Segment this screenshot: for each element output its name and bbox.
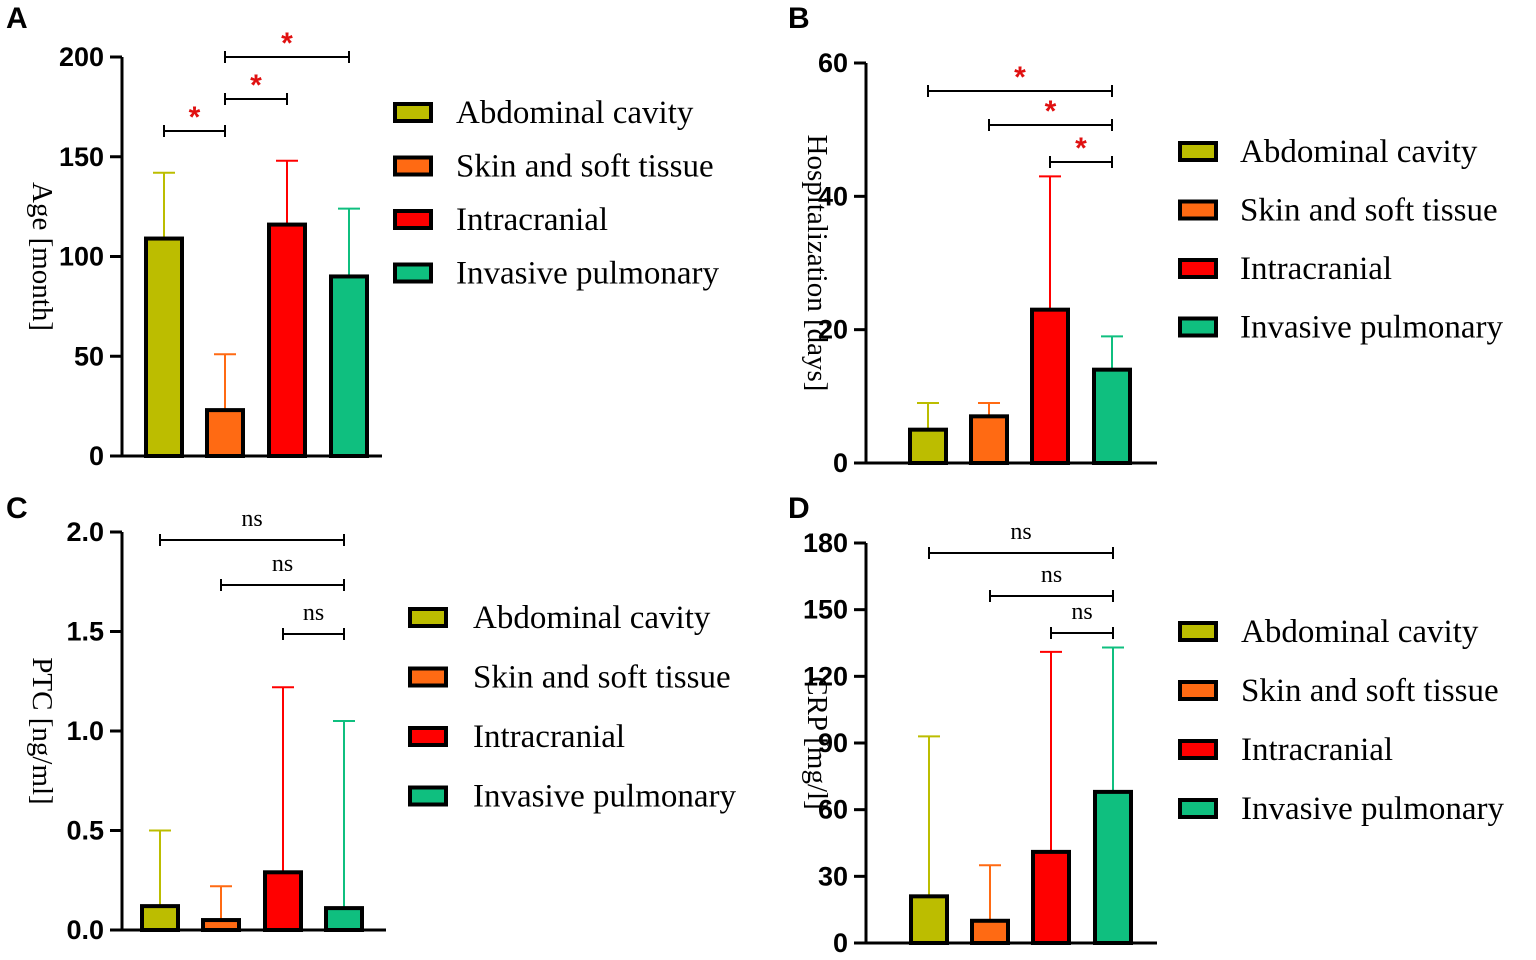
y-tick-label: 150 xyxy=(59,142,104,172)
sig-label: * xyxy=(281,27,293,60)
bar-0 xyxy=(909,894,949,945)
bar-3 xyxy=(329,274,369,459)
bar-0 xyxy=(908,427,948,465)
legend-label: Skin and soft tissue xyxy=(1241,673,1499,709)
y-tick-label: 200 xyxy=(59,42,104,72)
legend-swatch xyxy=(1178,316,1218,338)
legend-swatch xyxy=(1178,258,1218,279)
legend-swatch xyxy=(393,262,433,284)
bar-1 xyxy=(205,408,245,458)
sig-label: ns xyxy=(241,506,262,532)
legend-swatch xyxy=(1178,798,1218,819)
legend-label: Invasive pulmonary xyxy=(1241,791,1505,827)
legend-swatch xyxy=(408,726,448,747)
panel-a: A 0 50 100 150 200 Age [month] * * * Abdominal cav… xyxy=(6,2,720,471)
y-tick-label: 1.5 xyxy=(66,617,104,647)
legend-swatch xyxy=(1178,739,1218,760)
bar-0 xyxy=(144,236,184,458)
panel-letter: C xyxy=(6,492,28,525)
legend-swatch xyxy=(408,666,448,688)
legend-swatch xyxy=(393,155,433,177)
y-axis-label: CRP [mg/l] xyxy=(801,676,833,809)
bar-0 xyxy=(140,904,180,932)
sig-label: ns xyxy=(272,551,293,577)
y-tick-label: 20 xyxy=(818,315,848,345)
y-tick-label: 120 xyxy=(803,661,848,691)
bar-2 xyxy=(267,222,307,458)
y-axis-label: Hospitalization [days] xyxy=(801,135,833,392)
y-tick-label: 2.0 xyxy=(66,517,104,547)
sig-label: * xyxy=(189,101,201,134)
sig-label: ns xyxy=(1010,519,1031,545)
legend-swatch xyxy=(1178,621,1218,642)
legend-label: Abdominal cavity xyxy=(1240,134,1478,170)
bar-1 xyxy=(969,414,1009,466)
bar-2 xyxy=(263,870,303,932)
y-axis-label: Age [month] xyxy=(26,182,58,331)
y-tick-label: 40 xyxy=(818,181,848,211)
legend-swatch xyxy=(1178,141,1218,162)
y-tick-label: 0.0 xyxy=(66,915,104,945)
sig-label: * xyxy=(250,69,262,102)
panel-letter: A xyxy=(6,2,28,35)
panel-letter: D xyxy=(788,492,810,525)
bar-2 xyxy=(1030,307,1070,465)
legend-label: Skin and soft tissue xyxy=(456,149,714,185)
bar-3 xyxy=(1092,367,1132,465)
bar-1 xyxy=(970,918,1010,945)
sig-label: ns xyxy=(303,600,324,626)
y-tick-label: 150 xyxy=(803,595,848,625)
bar-3 xyxy=(324,906,364,932)
legend-swatch xyxy=(1178,199,1218,221)
legend-swatch xyxy=(408,607,448,628)
legend-label: Intracranial xyxy=(456,202,608,238)
legend-label: Intracranial xyxy=(1240,251,1392,287)
y-tick-label: 0 xyxy=(833,448,848,478)
y-tick-label: 100 xyxy=(59,242,104,272)
sig-label: * xyxy=(1075,132,1087,165)
y-tick-label: 30 xyxy=(818,861,848,891)
y-tick-label: 1.0 xyxy=(66,716,104,746)
panel-letter: B xyxy=(788,2,810,35)
sig-label: ns xyxy=(1041,562,1062,588)
legend-label: Intracranial xyxy=(473,719,625,755)
panel-b: B 0 20 40 60 Hospitalization [days] * * * Abdomin… xyxy=(788,2,1504,478)
legend-label: Invasive pulmonary xyxy=(473,779,737,815)
y-tick-label: 90 xyxy=(818,728,848,758)
legend-swatch xyxy=(393,209,433,230)
bar-3 xyxy=(1093,789,1133,946)
legend-label: Intracranial xyxy=(1241,732,1393,768)
sig-label: * xyxy=(1014,61,1026,94)
legend-label: Skin and soft tissue xyxy=(1240,193,1498,229)
legend-swatch xyxy=(1178,680,1218,701)
y-axis-label: PTC [ng/ml] xyxy=(26,657,58,804)
sig-label: ns xyxy=(1071,599,1092,625)
y-tick-label: 180 xyxy=(803,528,848,558)
legend-label: Abdominal cavity xyxy=(473,600,711,636)
legend-label: Skin and soft tissue xyxy=(473,660,731,696)
bar-1 xyxy=(201,918,241,932)
legend-label: Abdominal cavity xyxy=(456,95,694,131)
legend-swatch xyxy=(393,102,433,123)
legend-label: Abdominal cavity xyxy=(1241,614,1479,650)
legend-label: Invasive pulmonary xyxy=(456,256,720,292)
y-tick-label: 60 xyxy=(818,48,848,78)
y-tick-label: 60 xyxy=(818,795,848,825)
bar-2 xyxy=(1031,849,1071,946)
y-tick-label: 0 xyxy=(89,441,104,471)
y-tick-label: 0 xyxy=(833,928,848,958)
y-tick-label: 0.5 xyxy=(66,816,104,846)
y-tick-label: 50 xyxy=(74,341,104,371)
legend-label: Invasive pulmonary xyxy=(1240,310,1504,346)
legend-swatch xyxy=(408,785,448,807)
sig-label: * xyxy=(1045,95,1057,128)
